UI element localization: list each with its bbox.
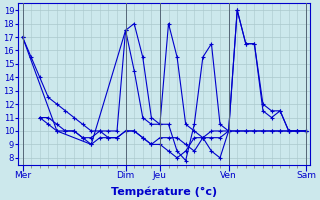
X-axis label: Température (°c): Température (°c) xyxy=(111,186,217,197)
